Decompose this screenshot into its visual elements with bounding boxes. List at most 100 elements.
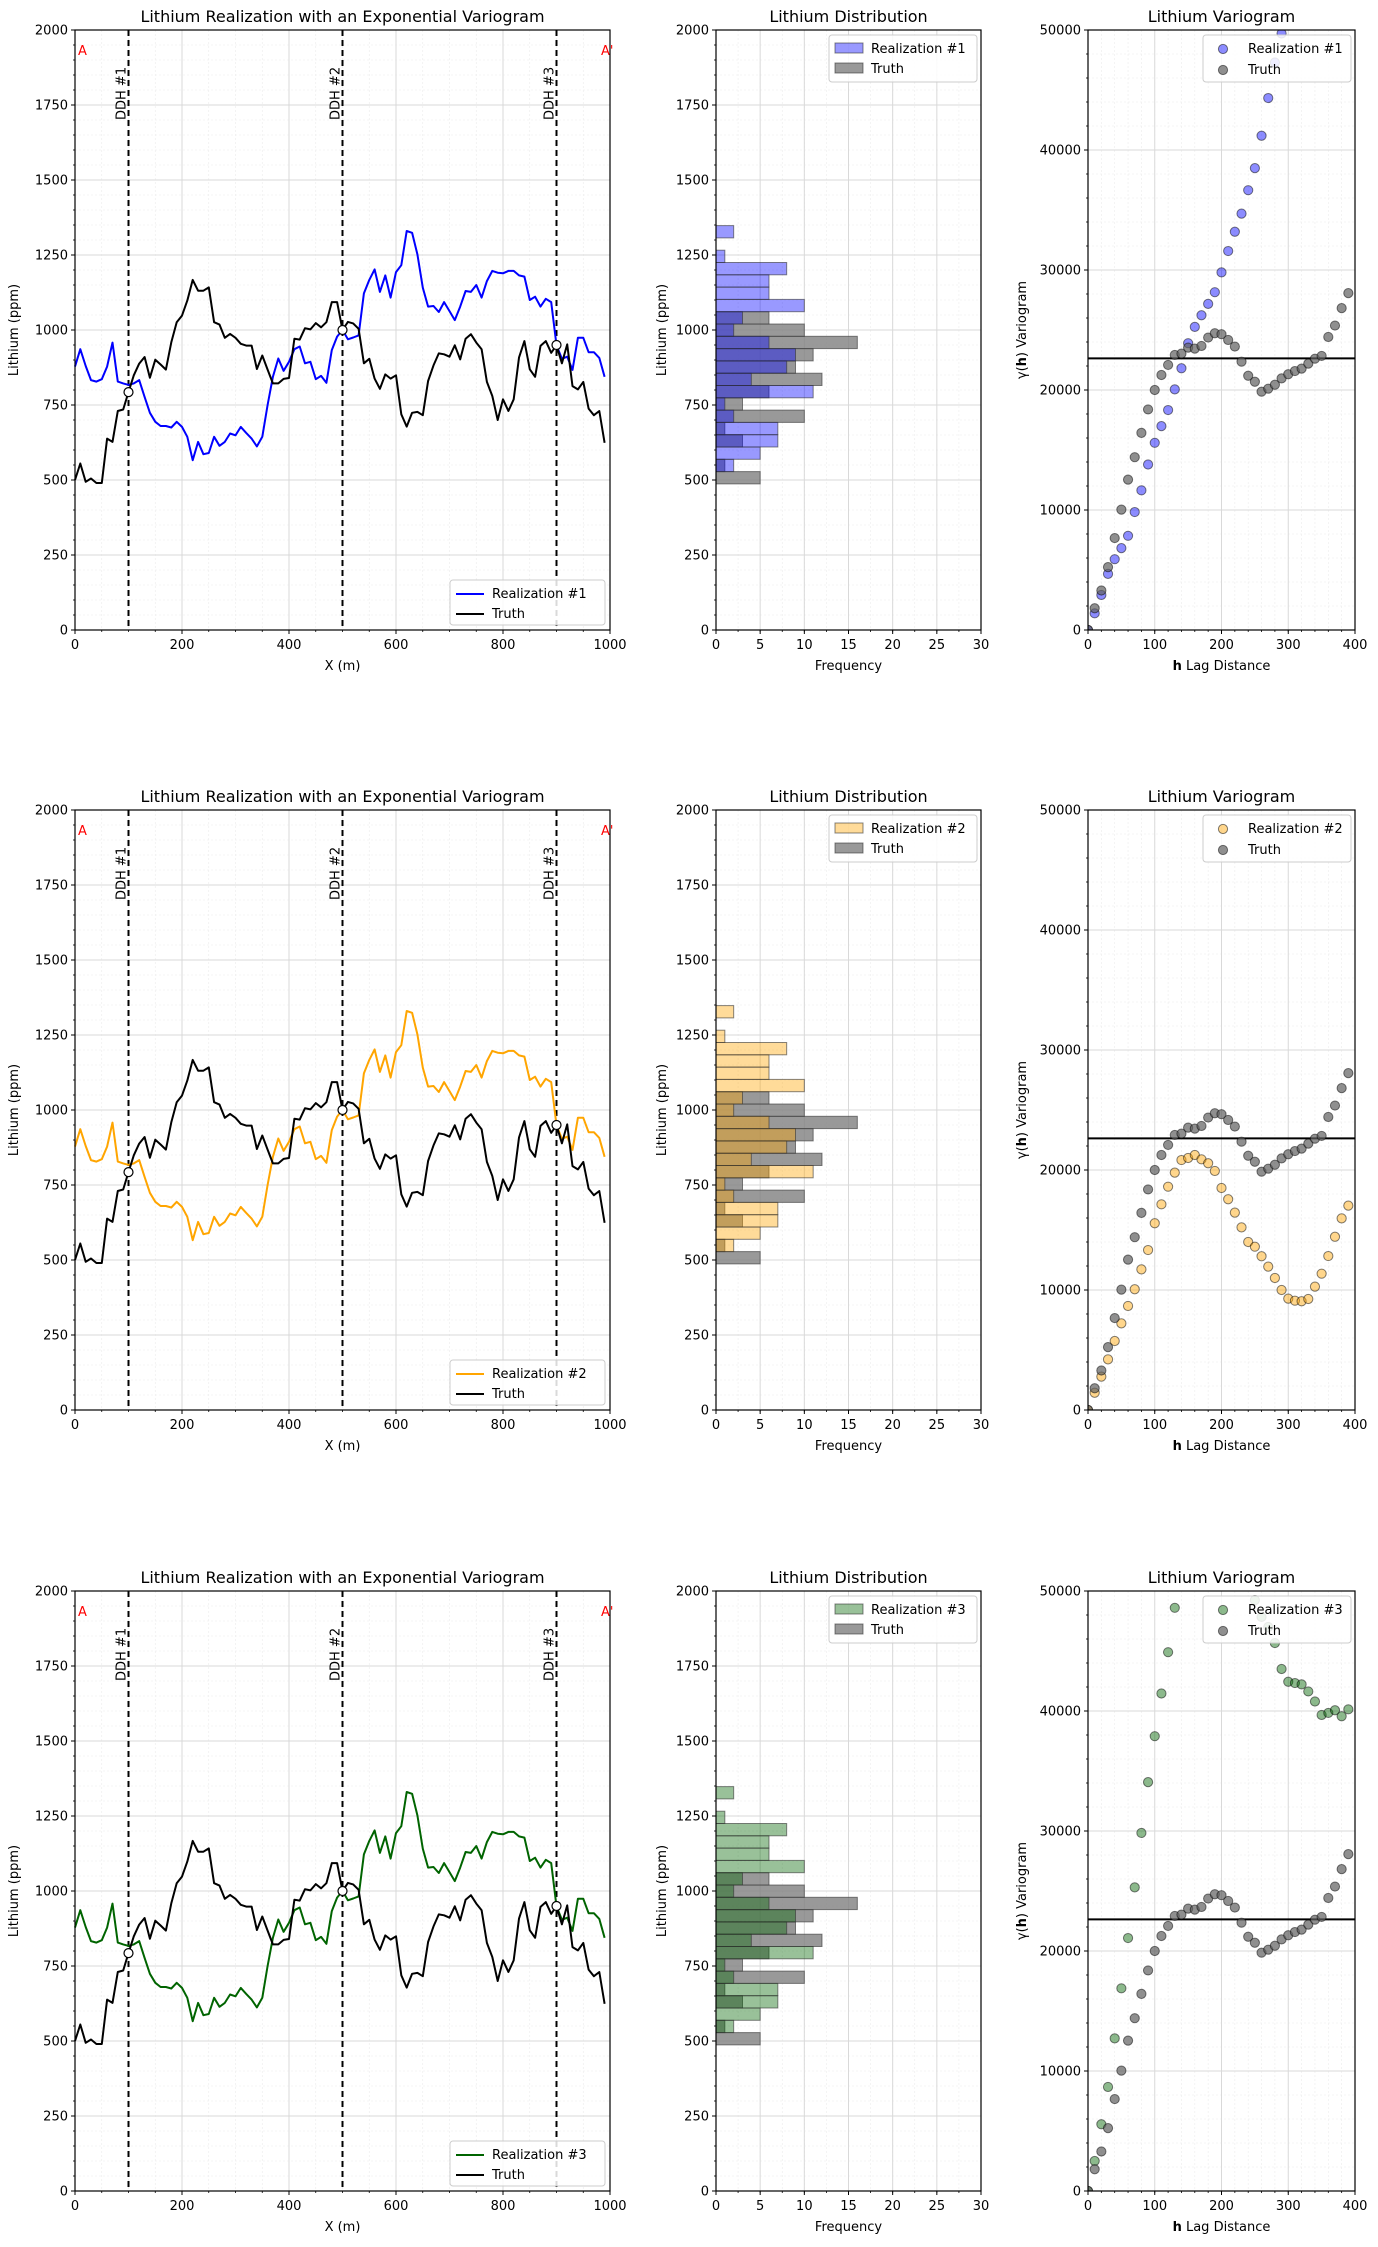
x-tick-label: 5	[756, 1418, 764, 1433]
truth-variogram-point	[1223, 1114, 1234, 1126]
truth-variogram-point	[1129, 1232, 1140, 1243]
truth-variogram-point	[1249, 1937, 1260, 1948]
x-tick-label: 1000	[593, 2199, 626, 2214]
truth-variogram-point	[1116, 1284, 1127, 1295]
truth-variogram-point	[1336, 303, 1347, 314]
truth-variogram-point	[1216, 1109, 1227, 1120]
y-tick-label: 0	[1073, 624, 1081, 639]
realization-variogram-point	[1249, 1241, 1260, 1252]
drillhole-sample-marker	[337, 324, 348, 336]
realization-variogram-point	[1156, 1688, 1167, 1699]
truth-variogram-point	[1223, 334, 1234, 346]
y-tick-label: 750	[43, 1960, 68, 1975]
truth-variogram-point	[1096, 1365, 1107, 1376]
realization-variogram-point	[1236, 1222, 1247, 1233]
truth-variogram-point	[1163, 1920, 1174, 1932]
realization-histogram-bar	[715, 323, 735, 337]
realization-variogram-point	[1216, 1182, 1227, 1194]
realization-variogram-point	[1223, 245, 1234, 257]
truth-variogram-point	[1102, 2123, 1114, 2134]
x-tick-label: 1000	[593, 638, 626, 653]
x-axis-label: h Lag Distance	[1173, 2220, 1271, 2235]
y-axis-label-suffix: ) Variogram	[1015, 1061, 1030, 1137]
legend-truth-label: Truth	[870, 842, 904, 857]
figure-row-1: Lithium Realization with an Exponential …	[7, 7, 1367, 674]
x-axis-label-bold: h	[1173, 1439, 1182, 1454]
realization-histogram-bar	[715, 274, 770, 288]
realization-variogram-point	[1263, 92, 1274, 104]
x-tick-label: 10	[796, 638, 813, 653]
x-tick-label: 800	[491, 1418, 516, 1433]
y-tick-label: 40000	[1040, 144, 1081, 159]
x-tick-label: 300	[1276, 1418, 1301, 1433]
realization-variogram-point	[1336, 1711, 1347, 1722]
realization-histogram-bar	[715, 1140, 788, 1154]
realization-histogram-bar	[715, 1165, 814, 1179]
x-tick-label: 15	[840, 1418, 857, 1433]
section-end-label: A'	[601, 44, 613, 59]
legend-truth-label: Truth	[1247, 843, 1281, 858]
truth-variogram-point	[1229, 1121, 1240, 1132]
axes-frame	[74, 1590, 611, 2192]
x-tick-label: 800	[491, 638, 516, 653]
realization-histogram-bar	[715, 262, 788, 276]
realization-histogram-bar	[715, 1810, 726, 1824]
chart-title: Lithium Realization with an Exponential …	[140, 787, 544, 806]
realization-histogram-bar	[715, 298, 805, 313]
realization-variogram-point	[1163, 404, 1174, 416]
realization-variogram-point	[1323, 1250, 1334, 1262]
figure-row-3: Lithium Realization with an Exponential …	[7, 1568, 1367, 2235]
y-tick-label: 0	[60, 2185, 68, 2200]
drillhole-label: DDH #1	[115, 847, 130, 900]
y-tick-label: 500	[43, 474, 68, 489]
y-tick-label: 500	[43, 1254, 68, 1269]
y-tick-label: 1250	[676, 1029, 709, 1044]
chart-title: Lithium Realization with an Exponential …	[140, 7, 544, 26]
y-tick-label: 1000	[35, 1885, 68, 1900]
y-tick-label: 40000	[1040, 924, 1081, 939]
legend-box	[1202, 1595, 1352, 1644]
truth-variogram-point	[1249, 1156, 1260, 1167]
axes-frame	[1087, 29, 1356, 631]
truth-variogram-point	[1089, 1383, 1100, 1394]
legend-realization-label: Realization #1	[871, 42, 966, 57]
realization-histogram-bar	[715, 2007, 761, 2021]
legend-realization-label: Realization #1	[1248, 42, 1343, 57]
y-tick-label: 1250	[676, 249, 709, 264]
y-tick-label: 1750	[676, 879, 709, 894]
y-tick-label: 250	[43, 1329, 68, 1344]
line-grid	[74, 809, 611, 1411]
ticks: 0 250 500 750 1000 1250 1500 1750 2000 0 200 400 600…	[35, 1585, 627, 2215]
drillhole-label: DDH #2	[329, 1628, 344, 1681]
y-tick-label: 500	[684, 1254, 709, 1269]
legend-truth-swatch	[834, 62, 864, 74]
chart-title: Lithium Distribution	[769, 1568, 927, 1587]
truth-variogram-point	[1109, 2093, 1120, 2105]
realization-variogram-point	[1129, 1882, 1140, 1893]
legend-truth-label: Truth	[1247, 1624, 1281, 1639]
truth-line	[74, 278, 606, 484]
chart-title: Lithium Variogram	[1148, 787, 1295, 806]
realization-variogram-point	[1116, 1983, 1127, 1994]
truth-variogram-point	[1149, 1164, 1160, 1176]
section-start-label: A	[78, 824, 87, 839]
y-tick-label: 1000	[676, 1104, 709, 1119]
realization-variogram-point	[1109, 1335, 1120, 1347]
x-tick-label: 25	[929, 1418, 946, 1433]
realization-variogram-point	[1109, 554, 1120, 565]
x-axis-label-bold: h	[1173, 2220, 1182, 2235]
y-axis-label-bold: h	[1015, 1918, 1030, 1927]
x-tick-label: 0	[712, 1418, 720, 1433]
truth-variogram-point	[1163, 359, 1174, 371]
truth-variogram-point	[1142, 1965, 1154, 1976]
y-tick-label: 0	[1073, 2185, 1081, 2200]
realization-variogram-point	[1176, 363, 1187, 374]
y-tick-label: 1500	[676, 174, 709, 189]
realization-variogram-point	[1209, 287, 1220, 298]
truth-variogram-point	[1216, 329, 1227, 340]
y-tick-label: 0	[60, 624, 68, 639]
realization-variogram-point	[1136, 485, 1147, 496]
x-tick-label: 400	[1343, 638, 1368, 653]
axes-frame	[1087, 1590, 1356, 2192]
axes-frame	[715, 1590, 982, 2192]
